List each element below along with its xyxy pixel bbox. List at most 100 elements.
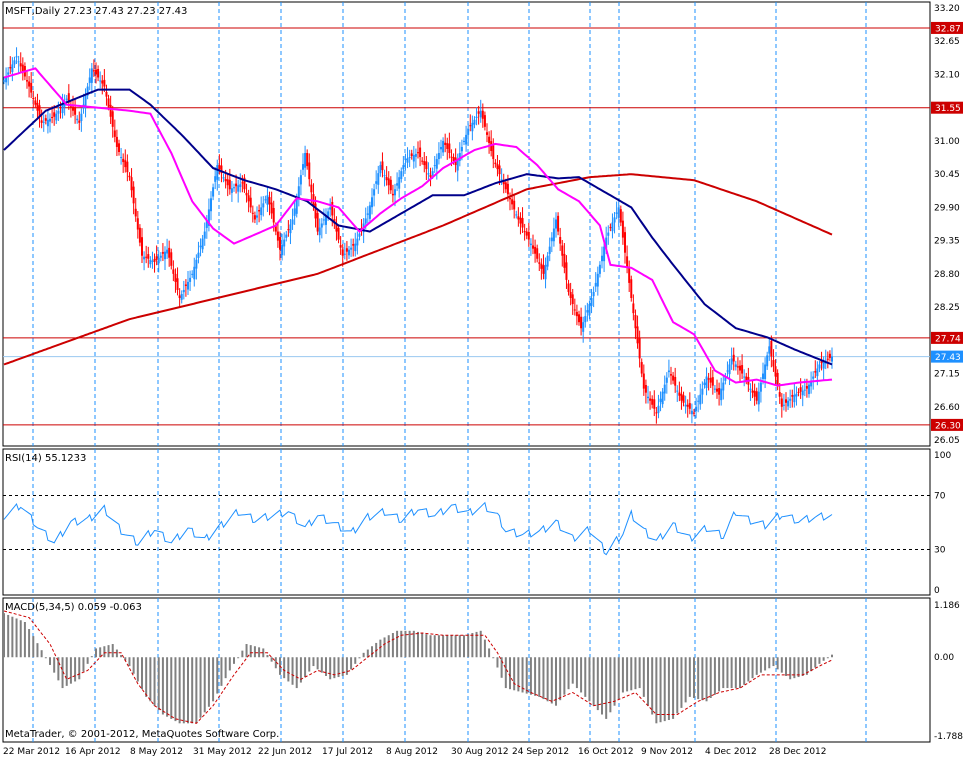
candle-body bbox=[661, 391, 664, 405]
candle-body bbox=[251, 212, 254, 214]
macd-bar bbox=[709, 657, 712, 698]
candle-body bbox=[78, 120, 81, 123]
candle-body bbox=[720, 388, 723, 401]
candle-body bbox=[496, 164, 499, 170]
candle-body bbox=[287, 229, 290, 231]
macd-bar bbox=[329, 657, 332, 680]
candle-body bbox=[339, 245, 342, 248]
macd-bar bbox=[408, 630, 411, 658]
candle-body bbox=[626, 256, 629, 268]
candle-body bbox=[99, 80, 102, 82]
candle-body bbox=[92, 70, 95, 72]
candle-body bbox=[739, 365, 741, 371]
candle-body bbox=[354, 243, 357, 252]
candle-body bbox=[820, 360, 823, 364]
candle-body bbox=[124, 160, 127, 168]
macd-bar bbox=[563, 657, 566, 695]
candle-body bbox=[245, 192, 248, 196]
macd-bar bbox=[333, 657, 336, 679]
candle-body bbox=[795, 393, 798, 397]
candle-body bbox=[644, 385, 647, 393]
macd-bar bbox=[161, 657, 164, 715]
price-axis-tick: 27.15 bbox=[934, 370, 960, 380]
macd-bar bbox=[115, 649, 118, 658]
macd-bar bbox=[793, 657, 796, 679]
macd-bar bbox=[634, 657, 637, 690]
macd-bar bbox=[417, 631, 419, 658]
macd-bar bbox=[132, 657, 135, 674]
candle-body bbox=[408, 157, 411, 159]
candle-body bbox=[224, 178, 227, 182]
candle-body bbox=[801, 390, 804, 396]
candle-body bbox=[132, 186, 135, 204]
candle-body bbox=[734, 364, 737, 367]
candle-body bbox=[444, 142, 447, 145]
macd-bar bbox=[559, 657, 562, 701]
candle-body bbox=[111, 111, 114, 127]
candle-body bbox=[753, 390, 756, 397]
macd-bar bbox=[170, 657, 173, 719]
candle-body bbox=[21, 64, 24, 72]
candle-body bbox=[348, 249, 350, 256]
macd-bar bbox=[228, 657, 231, 671]
macd-bar bbox=[19, 620, 22, 658]
macd-bar bbox=[571, 657, 574, 684]
candle-body bbox=[283, 239, 286, 247]
candle-body bbox=[59, 107, 62, 109]
candle-body bbox=[782, 404, 785, 406]
candle-body bbox=[136, 218, 139, 230]
date-axis-tick: 9 Nov 2012 bbox=[641, 747, 693, 757]
candle-body bbox=[331, 201, 334, 216]
macd-bar bbox=[49, 657, 51, 665]
macd-bar bbox=[325, 657, 327, 676]
price-axis-tick: 33.20 bbox=[934, 4, 960, 14]
macd-bar bbox=[216, 657, 219, 694]
candle-body bbox=[632, 303, 635, 314]
candle-body bbox=[475, 116, 478, 118]
axis-labels: 33.20 32.65 32.10 31.55 31.00 30.45 29.90 29.35… bbox=[3, 4, 963, 757]
candle-body bbox=[42, 121, 45, 123]
candle-body bbox=[682, 395, 685, 403]
candle-body bbox=[667, 370, 670, 373]
macd-bar bbox=[396, 630, 399, 658]
macd-bar bbox=[496, 657, 499, 668]
macd-bar bbox=[467, 634, 470, 658]
macd-bar bbox=[538, 657, 541, 697]
candle-body bbox=[615, 212, 618, 214]
candle-body bbox=[341, 249, 344, 256]
macd-bar bbox=[249, 645, 252, 658]
macd-bar bbox=[580, 657, 583, 693]
candle-body bbox=[172, 269, 175, 274]
candle-body bbox=[322, 219, 325, 221]
candle-body bbox=[103, 79, 106, 87]
candle-body bbox=[586, 310, 589, 313]
macd-bar bbox=[291, 657, 294, 685]
candle-body bbox=[226, 179, 229, 186]
candle-body bbox=[180, 293, 183, 300]
candle-body bbox=[101, 80, 104, 84]
moving-average-line bbox=[3, 88, 833, 366]
candle-body bbox=[88, 77, 91, 83]
macd-bar bbox=[822, 657, 825, 661]
candle-body bbox=[279, 236, 281, 250]
candle-body bbox=[90, 68, 93, 83]
candle-body bbox=[751, 390, 754, 393]
candle-body bbox=[506, 183, 509, 195]
candle-body bbox=[233, 187, 235, 189]
main-panel-frame bbox=[2, 1, 931, 447]
candle-body bbox=[406, 158, 409, 163]
macd-bar bbox=[433, 635, 436, 658]
macd-bar bbox=[412, 630, 415, 658]
candle-body bbox=[74, 107, 77, 115]
candle-body bbox=[197, 252, 200, 258]
macd-bar bbox=[672, 657, 675, 719]
macd-bar bbox=[509, 657, 511, 690]
macd-bar bbox=[57, 657, 60, 681]
candle-body bbox=[716, 388, 718, 392]
candle-body bbox=[207, 209, 210, 226]
candle-body bbox=[115, 136, 118, 147]
rsi-axis-tick: 70 bbox=[934, 492, 946, 502]
macd-bar bbox=[437, 635, 440, 658]
candle-body bbox=[588, 304, 591, 316]
